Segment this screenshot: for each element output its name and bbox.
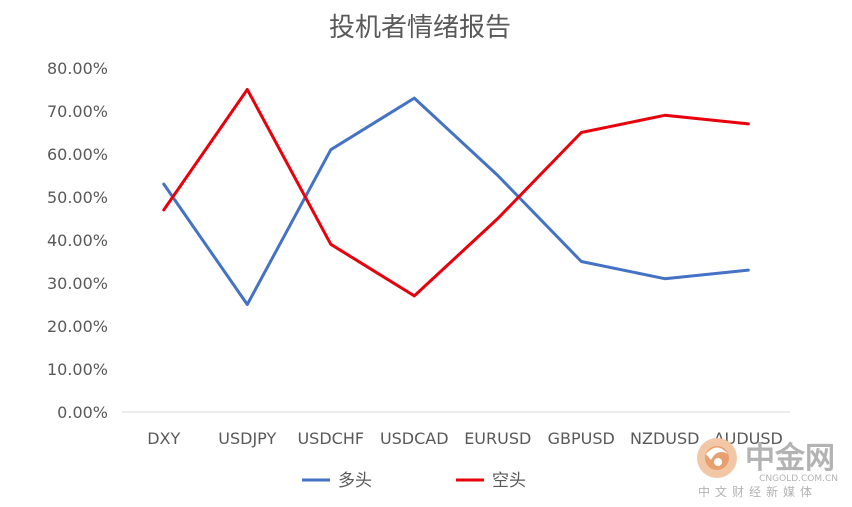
x-tick-label: USDCAD — [380, 429, 449, 448]
x-tick-label: DXY — [147, 429, 180, 448]
y-tick-label: 50.00% — [47, 188, 108, 207]
y-tick-label: 70.00% — [47, 102, 108, 121]
x-tick-label: GBPUSD — [548, 429, 615, 448]
y-tick-label: 10.00% — [47, 360, 108, 379]
series-line-1 — [162, 88, 750, 298]
x-tick-label: EURUSD — [464, 429, 531, 448]
chart-title: 投机者情绪报告 — [329, 13, 511, 43]
legend-label: 多头 — [338, 471, 372, 491]
series-line-0 — [162, 96, 750, 306]
watermark-tagline: 中文财经新媒体 — [698, 484, 817, 499]
watermark-logo-icon — [697, 438, 737, 478]
x-tick-label: NZDUSD — [630, 429, 699, 448]
y-tick-label: 20.00% — [47, 317, 108, 336]
y-tick-label: 40.00% — [47, 231, 108, 250]
legend-label: 空头 — [492, 471, 526, 491]
x-tick-label: AUDUSD — [714, 429, 783, 448]
watermark-domain: CNGOLD.COM.CN — [759, 474, 838, 484]
series-lines — [162, 88, 750, 306]
x-tick-label: USDJPY — [218, 429, 276, 448]
y-tick-label: 30.00% — [47, 274, 108, 293]
y-tick-label: 80.00% — [47, 59, 108, 78]
watermark: 中金网 CNGOLD.COM.CN 中文财经新媒体 — [697, 438, 838, 499]
watermark-brand: 中金网 — [745, 441, 835, 476]
x-axis-ticks: DXY USDJPY USDCHF USDCAD EURUSD GBPUSD NZDUSD A… — [147, 429, 783, 448]
y-axis-ticks: 0.00% 10.00% 20.00% 30.00% 40.00% 50.00% 60.00… — [47, 59, 108, 422]
y-tick-label: 0.00% — [57, 403, 108, 422]
y-tick-label: 60.00% — [47, 145, 108, 164]
x-tick-label: USDCHF — [297, 429, 364, 448]
legend: 多头 空头 — [302, 471, 526, 491]
